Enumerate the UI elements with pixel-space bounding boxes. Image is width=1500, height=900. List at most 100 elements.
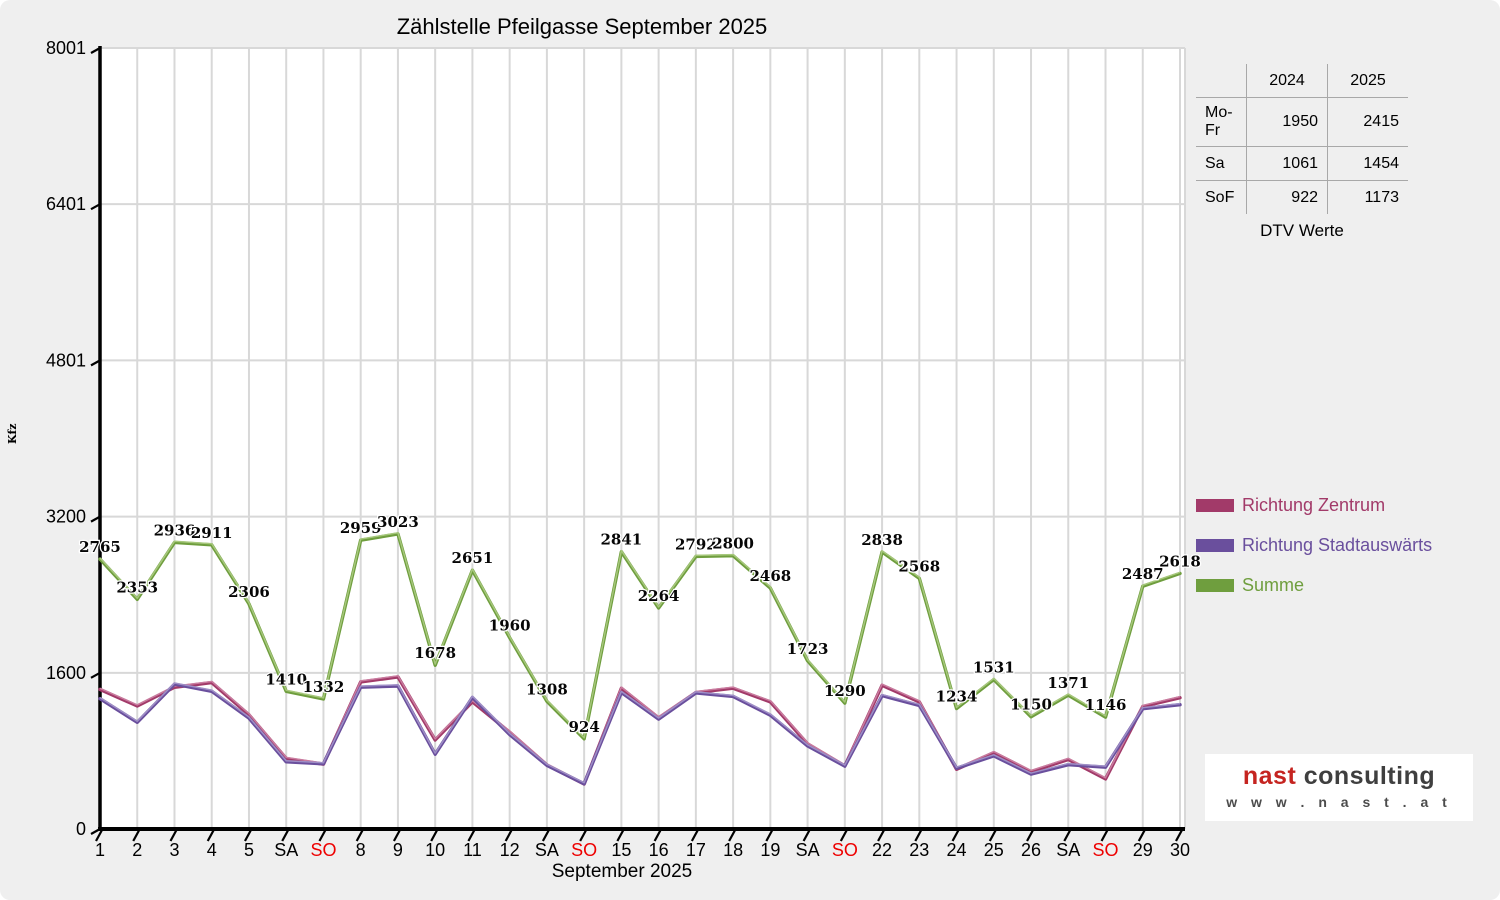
- x-tick: [467, 829, 476, 842]
- legend-label: Summe: [1242, 575, 1305, 595]
- x-tick: [95, 829, 103, 842]
- data-label: 2765: [79, 538, 121, 556]
- y-tick-label: 3200: [46, 507, 86, 527]
- x-tick: [1063, 829, 1072, 842]
- data-label: 2568: [898, 557, 940, 575]
- data-label: 2911: [191, 524, 233, 542]
- x-tick-label: 17: [686, 840, 706, 860]
- x-tick-label: SA: [1056, 840, 1080, 860]
- x-tick-label: 5: [244, 840, 254, 860]
- x-tick: [877, 829, 886, 842]
- x-tick-label: 4: [207, 840, 217, 860]
- data-label: 2959: [340, 519, 382, 537]
- data-label: 1531: [973, 659, 1015, 677]
- data-label: 2841: [601, 531, 643, 549]
- x-tick-label: SA: [796, 840, 820, 860]
- x-tick: [690, 829, 699, 842]
- legend-item-summe: Summe: [1196, 572, 1432, 599]
- data-label: 2651: [452, 549, 494, 567]
- x-tick: [392, 829, 401, 842]
- data-label: 1290: [824, 682, 866, 700]
- x-tick: [1026, 829, 1035, 842]
- dtv-row-label: Mo-Fr: [1196, 97, 1247, 147]
- dtv-table-container: 2024 2025 Mo-Fr 1950 2415 Sa 1061 1454 S…: [1196, 64, 1408, 241]
- x-tick-label: 19: [760, 840, 780, 860]
- x-tick-label: 3: [169, 840, 179, 860]
- x-tick-label: 11: [463, 840, 482, 860]
- x-tick-label: 16: [649, 840, 669, 860]
- data-label: 1678: [414, 644, 456, 662]
- chart-title: Zählstelle Pfeilgasse September 2025: [396, 14, 768, 39]
- data-label: 1371: [1047, 674, 1089, 692]
- data-label: 1332: [303, 678, 345, 696]
- x-tick: [318, 829, 327, 842]
- logo-wordmark: nast consulting: [1243, 763, 1435, 789]
- y-tick: [90, 515, 101, 523]
- legend-label: Richtung Zentrum: [1242, 495, 1386, 515]
- x-tick: [541, 829, 550, 842]
- data-label: 2306: [228, 583, 270, 601]
- x-tick-label: 29: [1133, 840, 1153, 860]
- nast-consulting-logo: nast consulting w w w . n a s t . a t: [1205, 754, 1473, 821]
- table-row: SoF 922 1173: [1196, 180, 1408, 214]
- legend-swatch-icon: [1196, 499, 1234, 512]
- legend-swatch-icon: [1196, 539, 1234, 552]
- dtv-header-2025: 2025: [1327, 64, 1408, 98]
- x-tick: [504, 829, 513, 842]
- data-label: 2487: [1122, 565, 1164, 583]
- dtv-corner-cell: [1196, 64, 1247, 98]
- data-label: 2800: [712, 535, 754, 553]
- series-highlight-richtung-zentrum: [99, 675, 1181, 784]
- x-tick-label: 15: [611, 840, 631, 860]
- x-tick-label: 24: [947, 840, 967, 860]
- x-tick: [839, 829, 848, 842]
- dtv-header-row: 2024 2025: [1196, 64, 1408, 98]
- y-tick: [90, 47, 101, 54]
- x-tick: [914, 829, 923, 842]
- dtv-row-label: Sa: [1196, 146, 1247, 181]
- legend-item-richtung-zentrum: Richtung Zentrum: [1196, 492, 1432, 519]
- y-tick: [90, 203, 101, 211]
- x-tick-label: 8: [356, 840, 366, 860]
- data-label: 2618: [1159, 552, 1201, 570]
- dtv-value: 1173: [1327, 180, 1408, 214]
- dtv-table-caption: DTV Werte: [1260, 221, 1344, 240]
- dtv-value: 1061: [1246, 146, 1328, 181]
- x-tick: [355, 829, 364, 842]
- x-tick: [169, 829, 178, 842]
- y-axis-title: Kfz: [6, 423, 19, 444]
- x-tick: [1175, 829, 1183, 842]
- x-tick: [653, 829, 662, 842]
- x-tick: [206, 829, 215, 842]
- table-row: Mo-Fr 1950 2415: [1196, 97, 1408, 147]
- x-tick-label: SO: [571, 840, 597, 860]
- chart-legend: Richtung Zentrum Richtung Stadtauswärts …: [1196, 492, 1432, 612]
- data-label: 2936: [154, 521, 196, 539]
- data-label: 2838: [861, 531, 903, 549]
- x-tick-label: 18: [723, 840, 743, 860]
- x-tick-label: 26: [1021, 840, 1041, 860]
- y-tick-label: 6401: [46, 194, 86, 214]
- x-axis-caption: September 2025: [551, 861, 693, 882]
- x-tick: [430, 829, 439, 842]
- x-tick: [988, 829, 997, 842]
- dtv-row-label: SoF: [1205, 188, 1235, 206]
- logo-url: w w w . n a s t . a t: [1226, 794, 1452, 810]
- y-tick: [90, 359, 101, 367]
- logo-brand-red: nast: [1242, 762, 1297, 790]
- x-tick: [1100, 829, 1109, 842]
- dtv-value: 922: [1246, 180, 1328, 214]
- data-label: 1723: [787, 640, 829, 658]
- dtv-table: 2024 2025 Mo-Fr 1950 2415 Sa 1061 1454 S…: [1196, 64, 1408, 214]
- x-tick-label: SA: [274, 840, 298, 860]
- x-tick: [1137, 829, 1146, 842]
- data-label: 1308: [526, 680, 568, 698]
- x-tick-label: 12: [500, 840, 520, 860]
- y-tick: [90, 671, 101, 679]
- x-tick-label: SO: [1093, 840, 1119, 860]
- data-label: 3023: [377, 513, 419, 531]
- x-tick: [728, 829, 737, 842]
- y-tick-label: 0: [76, 819, 86, 839]
- x-tick-label: 9: [393, 840, 403, 860]
